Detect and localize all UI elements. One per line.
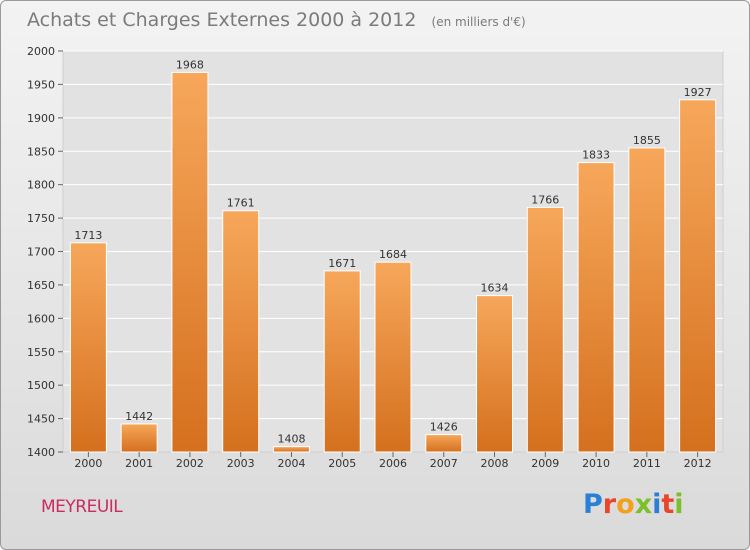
bar-2006 bbox=[374, 261, 412, 453]
x-axis-ticks: 2000 2001 2002 2003 2004 2005 2006 2007 2008 2009… bbox=[74, 452, 712, 470]
chart-subtitle: (en milliers d'€) bbox=[431, 15, 526, 29]
y-tick-label: 1700 bbox=[27, 246, 55, 259]
y-axis-ticks: 1400 1450 1500 1550 1600 1650 1700 1750 1800 1850… bbox=[27, 45, 63, 459]
bar-2001 bbox=[120, 423, 158, 453]
data-label-2003: 1761 bbox=[227, 197, 255, 210]
logo-letter: x bbox=[634, 489, 653, 520]
x-tick-label: 2005 bbox=[328, 457, 356, 470]
logo-letter: i bbox=[652, 489, 662, 520]
bar-2005 bbox=[323, 270, 361, 453]
bar-2002 bbox=[171, 71, 209, 453]
y-tick-label: 1950 bbox=[27, 78, 55, 91]
proxiti-logo: Proxiti bbox=[583, 489, 684, 520]
data-label-2002: 1968 bbox=[176, 58, 204, 71]
y-tick-label: 1550 bbox=[27, 346, 55, 359]
bar-2012 bbox=[679, 99, 717, 453]
data-label-2012: 1927 bbox=[684, 86, 712, 99]
bar-2004 bbox=[272, 446, 310, 453]
bar-2010 bbox=[577, 162, 615, 453]
data-label-2000: 1713 bbox=[74, 229, 102, 242]
bar-2011 bbox=[628, 147, 666, 453]
x-tick-label: 2008 bbox=[481, 457, 509, 470]
bar-2003 bbox=[222, 210, 260, 453]
logo-letter: o bbox=[616, 489, 635, 520]
data-label-2011: 1855 bbox=[633, 134, 661, 147]
chart-title: Achats et Charges Externes 2000 à 2012 bbox=[27, 9, 417, 31]
logo-letter: i bbox=[674, 489, 684, 520]
x-tick-label: 2010 bbox=[582, 457, 610, 470]
y-tick-label: 1750 bbox=[27, 212, 55, 225]
logo-letter: r bbox=[602, 489, 617, 520]
y-tick-label: 1850 bbox=[27, 145, 55, 158]
commune-name: MEYREUIL bbox=[41, 497, 123, 517]
logo-letter: t bbox=[661, 489, 675, 520]
bar-2008 bbox=[476, 295, 514, 453]
data-label-2009: 1766 bbox=[531, 193, 559, 206]
data-label-2005: 1671 bbox=[328, 257, 356, 270]
data-label-2004: 1408 bbox=[277, 433, 305, 446]
y-tick-label: 1600 bbox=[27, 312, 55, 325]
x-tick-label: 2002 bbox=[176, 457, 204, 470]
bars bbox=[69, 71, 717, 453]
x-tick-label: 2004 bbox=[277, 457, 305, 470]
y-tick-label: 1450 bbox=[27, 413, 55, 426]
x-tick-label: 2003 bbox=[227, 457, 255, 470]
x-tick-label: 2006 bbox=[379, 457, 407, 470]
data-label-2006: 1684 bbox=[379, 248, 407, 261]
logo-letter: P bbox=[583, 489, 603, 520]
y-tick-label: 1900 bbox=[27, 112, 55, 125]
y-tick-label: 1650 bbox=[27, 279, 55, 292]
y-tick-label: 1800 bbox=[27, 179, 55, 192]
x-tick-label: 2000 bbox=[74, 457, 102, 470]
title-row: Achats et Charges Externes 2000 à 2012 (… bbox=[27, 9, 526, 31]
bar-2007 bbox=[425, 434, 463, 453]
data-label-2007: 1426 bbox=[430, 421, 458, 434]
x-tick-label: 2009 bbox=[531, 457, 559, 470]
data-label-2010: 1833 bbox=[582, 149, 610, 162]
data-labels: 1713 1442 1968 1761 1408 1671 1684 1426 1634 1766… bbox=[74, 58, 711, 445]
y-tick-label: 1500 bbox=[27, 379, 55, 392]
bar-2009 bbox=[526, 206, 564, 453]
x-tick-label: 2012 bbox=[684, 457, 712, 470]
x-tick-label: 2007 bbox=[430, 457, 458, 470]
x-tick-label: 2001 bbox=[125, 457, 153, 470]
y-tick-label: 1400 bbox=[27, 446, 55, 459]
data-label-2001: 1442 bbox=[125, 410, 153, 423]
data-label-2008: 1634 bbox=[481, 282, 509, 295]
x-tick-label: 2011 bbox=[633, 457, 661, 470]
bar-2000 bbox=[69, 242, 107, 453]
y-tick-label: 2000 bbox=[27, 45, 55, 58]
